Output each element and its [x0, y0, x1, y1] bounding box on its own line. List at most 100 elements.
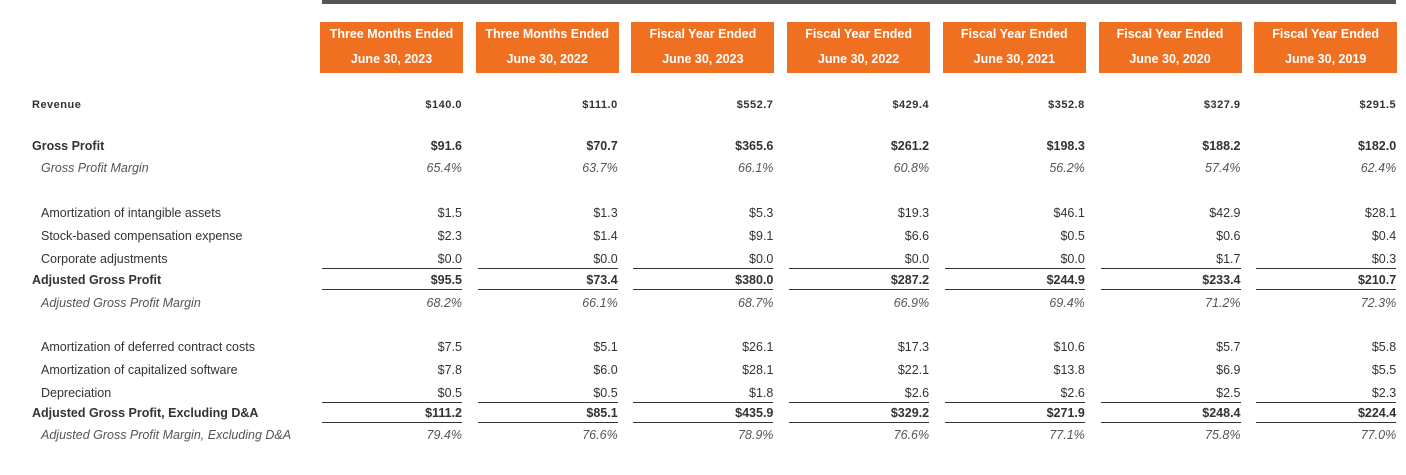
cell-value: $13.8: [1053, 363, 1085, 377]
cell-value: $70.7: [586, 139, 618, 153]
header-line: June 30, 2019: [1285, 52, 1367, 66]
header-line: June 30, 2023: [662, 52, 744, 66]
header-line: Fiscal Year Ended: [805, 27, 912, 41]
cell-value: 77.0%: [1360, 428, 1397, 442]
header-line: Three Months Ended: [485, 27, 609, 41]
cell-value: 66.9%: [893, 296, 930, 310]
cell-value: 63.7%: [582, 161, 618, 175]
row-label: Depreciation: [41, 386, 112, 400]
header-line: Three Months Ended: [329, 27, 454, 41]
header-line: Fiscal Year Ended: [649, 27, 757, 41]
cell-value: $210.7: [1256, 271, 1397, 290]
cell-value: $1.5: [437, 206, 462, 220]
cell-value: 71.2%: [1205, 296, 1241, 310]
cell-value: $2.5: [1100, 384, 1241, 403]
row-label: Gross Profit Margin: [41, 161, 149, 175]
cell-value: $2.3: [437, 229, 462, 243]
cell-value: $327.9: [1203, 99, 1241, 111]
header-line: Fiscal Year Ended: [1272, 27, 1380, 41]
cell-value: $1.3: [593, 206, 618, 220]
cell-value: $552.7: [736, 99, 774, 111]
cell-value: 68.2%: [426, 296, 462, 310]
column-header: Fiscal Year Ended June 30, 2020: [1098, 22, 1242, 73]
row-label: Corporate adjustments: [41, 252, 168, 266]
cell-value: 57.4%: [1205, 161, 1241, 175]
cell-value: $2.6: [789, 384, 930, 403]
cell-value: $0.5: [477, 384, 618, 403]
column-header: Fiscal Year Ended June 30, 2019: [1254, 22, 1398, 73]
cell-value: $7.8: [437, 363, 462, 377]
cell-value: $10.6: [1053, 340, 1085, 354]
cell-value: 62.4%: [1360, 161, 1397, 175]
cell-value: $0.0: [944, 250, 1085, 269]
cell-value: $380.0: [633, 271, 774, 290]
row-label: Amortization of deferred contract costs: [41, 340, 255, 354]
cell-value: $5.1: [593, 340, 618, 354]
cell-value: $0.4: [1371, 229, 1397, 243]
row-label: Adjusted Gross Profit: [32, 273, 162, 287]
cell-value: $0.6: [1216, 229, 1241, 243]
cell-value: $28.1: [742, 363, 774, 377]
row-label: Adjusted Gross Profit Margin, Excluding …: [41, 428, 292, 442]
cell-value: $5.5: [1371, 363, 1397, 377]
cell-value: $7.5: [437, 340, 462, 354]
cell-value: $1.4: [593, 229, 618, 243]
cell-value: $248.4: [1100, 404, 1241, 423]
cell-value: $19.3: [897, 206, 930, 220]
row-label: Stock-based compensation expense: [41, 229, 243, 243]
cell-value: $287.2: [789, 271, 930, 290]
cell-value: 60.8%: [893, 161, 930, 175]
cell-value: $271.9: [944, 404, 1085, 423]
cell-value: $188.2: [1202, 139, 1241, 153]
cell-value: $0.5: [322, 384, 462, 403]
cell-value: 68.7%: [737, 296, 774, 310]
cell-value: 66.1%: [582, 296, 618, 310]
cell-value: $233.4: [1100, 271, 1241, 290]
column-header: Fiscal Year Ended June 30, 2023: [631, 22, 775, 73]
header-line: Fiscal Year Ended: [1116, 27, 1224, 41]
cell-value: $5.3: [749, 206, 774, 220]
cell-value: $6.0: [593, 363, 618, 377]
cell-value: $0.5: [1060, 229, 1085, 243]
cell-value: $91.6: [430, 139, 462, 153]
cell-value: $0.0: [322, 250, 462, 269]
header-line: Fiscal Year Ended: [960, 27, 1068, 41]
cell-value: $435.9: [633, 404, 774, 423]
cell-value: $2.3: [1256, 384, 1397, 403]
cell-value: $244.9: [944, 271, 1085, 290]
cell-value: $111.2: [322, 404, 462, 423]
row-label: Amortization of intangible assets: [41, 206, 221, 220]
header-line: June 30, 2021: [973, 52, 1055, 66]
cell-value: $73.4: [477, 271, 618, 290]
cell-value: $329.2: [789, 404, 930, 423]
column-header: Three Months Ended June 30, 2023: [320, 22, 463, 73]
cell-value: $182.0: [1357, 139, 1397, 153]
cell-value: $291.5: [1359, 99, 1397, 111]
cell-value: 79.4%: [426, 428, 462, 442]
top-bar: [322, 0, 1396, 4]
cell-value: 77.1%: [1049, 428, 1085, 442]
cell-value: 69.4%: [1049, 296, 1085, 310]
cell-value: 56.2%: [1049, 161, 1085, 175]
cell-value: $95.5: [322, 271, 462, 290]
cell-value: $111.0: [582, 99, 618, 111]
cell-value: $22.1: [897, 363, 930, 377]
cell-value: $6.9: [1216, 363, 1241, 377]
cell-value: 76.6%: [893, 428, 930, 442]
cell-value: $0.0: [789, 250, 930, 269]
cell-value: $0.0: [477, 250, 618, 269]
cell-value: 65.4%: [426, 161, 462, 175]
cell-value: $26.1: [742, 340, 774, 354]
cell-value: 78.9%: [737, 428, 774, 442]
cell-value: $17.3: [897, 340, 930, 354]
cell-value: $6.6: [904, 229, 930, 243]
cell-value: $365.6: [735, 139, 774, 153]
cell-value: $85.1: [477, 404, 618, 423]
cell-value: $28.1: [1364, 206, 1397, 220]
column-header: Three Months Ended June 30, 2022: [475, 22, 619, 73]
cell-value: $5.8: [1371, 340, 1397, 354]
cell-value: $5.7: [1216, 340, 1241, 354]
cell-value: $0.3: [1256, 250, 1397, 269]
header-line: June 30, 2023: [350, 52, 433, 66]
